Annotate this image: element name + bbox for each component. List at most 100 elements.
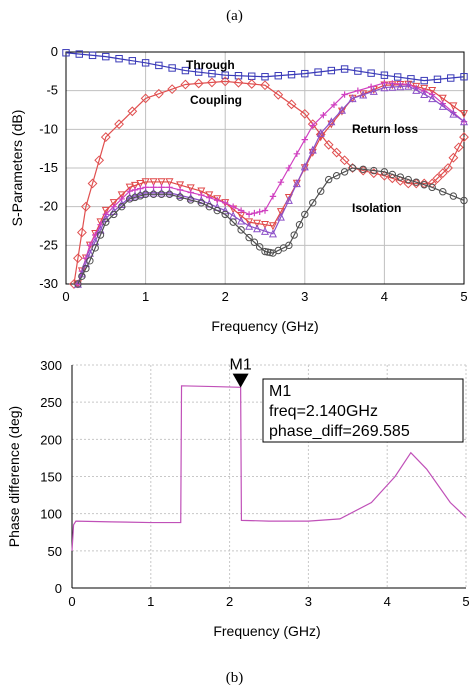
data-point: [88, 51, 97, 60]
x-tick-label-a: 2: [222, 289, 229, 304]
data-point: [448, 152, 459, 163]
data-point: [387, 173, 398, 184]
data-point: [221, 210, 229, 219]
annotation-label-a: Coupling: [190, 93, 242, 107]
data-point: [176, 193, 184, 201]
caption-a: (a): [226, 8, 243, 24]
series-line: [77, 167, 465, 285]
data-point: [380, 168, 389, 176]
y-tick-label-a: -25: [39, 237, 58, 252]
data-point: [102, 218, 110, 226]
data-point: [157, 188, 166, 197]
data-point: [388, 82, 397, 91]
data-point: [62, 49, 70, 57]
data-point: [276, 212, 285, 221]
data-point: [453, 142, 464, 153]
data-point: [367, 69, 375, 77]
data-point: [388, 170, 397, 179]
data-point: [82, 264, 90, 273]
y-tick-label-b: 100: [40, 507, 62, 522]
marker-readout-line: M1: [269, 383, 291, 400]
data-point: [127, 106, 138, 117]
data-point: [396, 173, 405, 181]
data-point: [263, 248, 272, 256]
data-point: [299, 108, 310, 119]
data-point: [205, 191, 214, 200]
data-point: [449, 102, 458, 111]
x-tick-label-a: 0: [62, 289, 69, 304]
data-point: [317, 187, 325, 195]
series-a-1: [69, 76, 469, 289]
y-tick-label-b: 300: [40, 358, 62, 373]
data-point: [125, 195, 134, 203]
data-point: [327, 66, 336, 75]
data-point: [149, 188, 158, 197]
annotation-label-a: Through: [186, 58, 235, 72]
data-point: [193, 78, 204, 89]
annotation-label-a: Isolation: [352, 201, 401, 215]
data-point: [155, 61, 163, 70]
data-point: [292, 179, 301, 188]
data-point: [332, 172, 341, 180]
data-point: [340, 65, 349, 73]
data-point: [176, 191, 185, 200]
chart-a: 0 1 2 3 4 5 -30 -25 -20 -15 -10 -5 0 Frequency (GHz) S…: [9, 44, 469, 334]
data-point: [245, 221, 254, 230]
data-point: [460, 73, 468, 81]
data-point: [213, 195, 222, 204]
data-point: [404, 81, 413, 90]
x-tick-label-b: 1: [147, 594, 154, 609]
data-point: [86, 257, 94, 265]
data-point: [433, 75, 442, 84]
data-point: [420, 76, 428, 85]
data-point: [197, 196, 206, 205]
y-tick-label-a: 0: [51, 44, 58, 59]
data-point: [197, 199, 206, 207]
x-tick-label-a: 1: [142, 289, 149, 304]
data-point: [165, 190, 174, 198]
data-point: [186, 193, 195, 202]
data-point: [91, 230, 100, 239]
data-point: [115, 55, 123, 63]
data-point: [284, 195, 293, 204]
data-point: [420, 89, 429, 98]
y-tick-label-b: 150: [40, 470, 62, 485]
data-point: [255, 243, 264, 251]
data-point: [136, 180, 145, 189]
data-point: [380, 83, 389, 92]
data-point: [186, 184, 195, 193]
marker-readout-line: phase_diff=269.585: [269, 423, 410, 440]
y-tick-label-a: -15: [39, 160, 58, 175]
data-point: [167, 84, 178, 95]
data-point: [308, 145, 317, 154]
y-tick-label-a: -5: [46, 83, 58, 98]
data-point: [180, 79, 191, 90]
data-point: [229, 218, 237, 226]
data-point: [176, 181, 185, 190]
data-point: [354, 67, 362, 75]
y-tick-label-b: 0: [55, 581, 62, 596]
data-point: [339, 155, 350, 166]
data-point: [266, 248, 275, 257]
data-point: [287, 70, 296, 79]
data-point: [449, 192, 458, 200]
data-point: [459, 110, 469, 119]
data-point: [380, 71, 389, 79]
data-point: [102, 52, 110, 61]
data-point: [393, 73, 402, 81]
data-point: [165, 178, 174, 187]
data-point: [86, 242, 94, 249]
data-point: [80, 201, 91, 212]
data-point: [354, 87, 362, 94]
data-point: [229, 203, 237, 210]
data-point: [420, 181, 428, 189]
data-point: [220, 76, 231, 87]
x-tick-label-a: 5: [460, 289, 467, 304]
data-point: [197, 187, 206, 196]
data-point: [149, 178, 158, 187]
data-point: [331, 147, 342, 158]
data-point: [301, 210, 309, 219]
data-point: [87, 178, 98, 189]
data-point: [309, 122, 316, 129]
